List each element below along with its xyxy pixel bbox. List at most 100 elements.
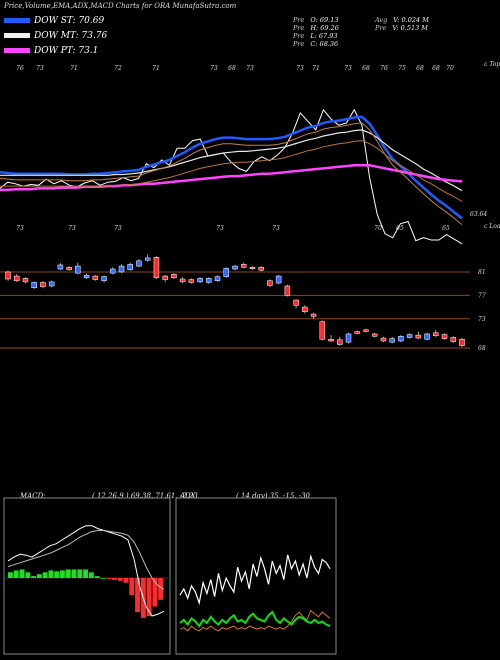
macd-histogram-bar [71, 569, 77, 578]
macd-histogram-bar [19, 569, 25, 578]
stat-low: Pre L: 67.93 [293, 32, 338, 40]
candle-body [101, 276, 107, 281]
macd-title: MACD: [20, 492, 46, 500]
candle-body [258, 267, 264, 271]
ema-top-tick: 73 [210, 65, 218, 72]
legend-swatch-st [4, 18, 30, 23]
candle-body [249, 267, 256, 270]
candle-body [363, 329, 369, 332]
candle-body [441, 334, 448, 339]
macd-histogram-bar [13, 570, 19, 578]
ema-line-long-b [0, 122, 463, 225]
ema-bottom-tick: 70 [374, 225, 382, 232]
candle-body [354, 331, 360, 334]
candle-body [162, 275, 168, 280]
ema-top-tick: 73 [296, 65, 304, 72]
candle-body [75, 265, 81, 274]
candle-body [83, 275, 90, 279]
macd-line [7, 525, 165, 617]
macd-histogram-bar [100, 578, 106, 579]
legend-label-st: DOW ST: 70.69 [34, 16, 105, 26]
candle-body [206, 278, 212, 283]
macd-histogram-bar [31, 576, 37, 578]
ema-top-tick: 68 [416, 65, 424, 72]
page-title: Price,Volume,EMA,ADX,MACD Charts for ORA… [4, 2, 237, 10]
candle-body [398, 336, 404, 342]
candle-body [328, 338, 334, 342]
candle-body [5, 271, 11, 280]
candle-body [66, 267, 72, 270]
stat-avg-volume: Avg V: 0.024 M [375, 16, 429, 24]
candle-corner-label: c Loans [484, 223, 500, 230]
macd-histogram-bar [94, 576, 100, 578]
stat-high: Pre H: 69.26 [293, 24, 339, 32]
macd-histogram-bar [135, 578, 141, 613]
macd-histogram-bar [48, 570, 54, 578]
candle-body [31, 282, 37, 288]
ema-top-tick: 76 [380, 65, 388, 72]
candle-body [40, 282, 46, 287]
macd-histogram-bar [42, 572, 48, 578]
price-level-label: 81 [478, 269, 486, 276]
ema-top-tick: 73 [344, 65, 352, 72]
macd-histogram-bar [60, 570, 65, 578]
candle-body [450, 337, 457, 342]
price-level-label: 73 [478, 316, 486, 323]
legend-swatch-pt [4, 48, 30, 53]
stat-close: Pre C: 68.36 [293, 40, 339, 48]
macd-params: ( 12,26,9 ) 69.38, 71.61, -2.23 [92, 492, 198, 500]
candle-body [188, 279, 195, 283]
candle-body [153, 257, 160, 279]
ema-top-tick: 73 [36, 65, 44, 72]
ema-line-dow-st [0, 115, 463, 220]
candle-body [214, 276, 221, 281]
macd-histogram-bar [77, 569, 83, 578]
ema-top-tick: 68 [432, 65, 440, 72]
ema-bottom-tick: 73 [114, 225, 122, 232]
ema-line-dow-mt [0, 129, 463, 192]
macd-histogram-bar [54, 571, 60, 578]
adx-title: ADX [180, 492, 196, 500]
candle-body [48, 281, 55, 287]
ema-line-dow-pt [0, 164, 463, 192]
legend-dow-st: DOW ST: 70.69 [4, 16, 104, 26]
adx-line [179, 554, 331, 606]
ema-top-tick: 72 [114, 65, 122, 72]
macd-histogram-bar [25, 572, 31, 578]
adx-plus-di-line [179, 610, 331, 628]
ema-top-tick: 68 [362, 65, 370, 72]
macd-histogram-bar [117, 578, 123, 581]
candle-body [22, 278, 29, 283]
candle-body [319, 321, 326, 340]
legend-swatch-mt [4, 33, 30, 38]
candle-body [345, 333, 352, 343]
ema-top-tick: 71 [70, 65, 78, 72]
candle-body [275, 275, 282, 284]
candle-body [179, 278, 186, 283]
candle-body [171, 274, 177, 279]
macd-histogram-bar [65, 569, 71, 578]
candle-body [110, 268, 116, 274]
macd-histogram-bar [8, 572, 13, 578]
adx-params: ( 14 day) 35, -15, -30 [236, 492, 311, 500]
ema-bottom-tick: 65 [442, 225, 450, 232]
candle-body [293, 299, 299, 306]
stat-open: Pre O: 69.13 [293, 16, 339, 24]
candle-body [57, 264, 64, 270]
ema-bottom-tick: 65 [396, 225, 404, 232]
ema-corner-label: c Topa [484, 61, 500, 68]
last-price-label: 63.64 [470, 211, 487, 218]
candle-body [267, 280, 273, 286]
candle-body [371, 333, 378, 337]
legend-dow-mt: DOW MT: 73.76 [4, 31, 107, 41]
candle-body [459, 338, 465, 346]
price-level-label: 77 [478, 292, 486, 299]
ema-top-tick: 76 [16, 65, 24, 72]
candle-body [406, 334, 413, 338]
adx-minus-di-line [179, 609, 331, 632]
candle-body [118, 265, 125, 273]
macd-histogram-bar [88, 572, 94, 578]
candle-body [380, 337, 387, 342]
macd-histogram-bar [36, 574, 42, 578]
